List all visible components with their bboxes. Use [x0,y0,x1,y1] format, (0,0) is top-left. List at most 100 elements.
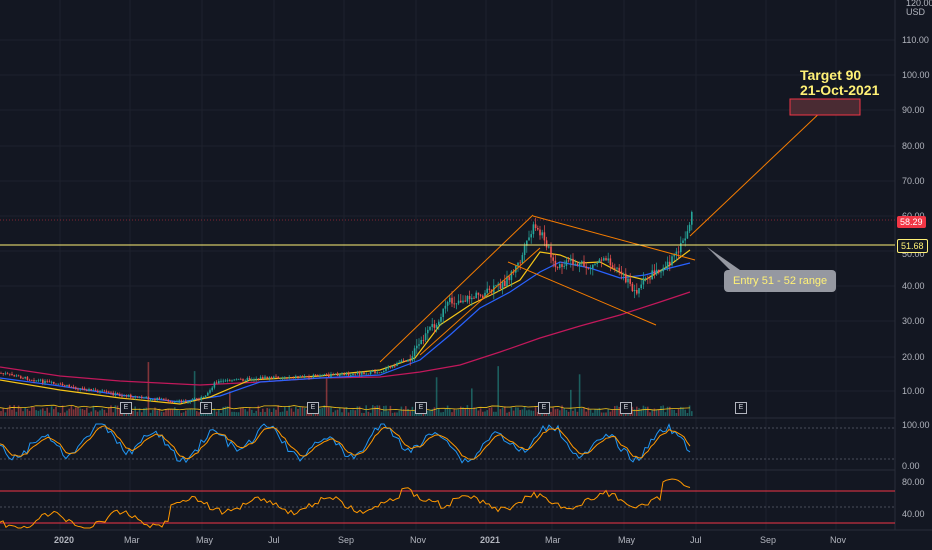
candle-body [198,398,200,400]
candle-body [673,254,675,257]
candle-body [347,373,350,376]
candle-body [143,397,145,399]
candle-body [600,259,603,261]
candle-body [90,388,92,391]
candle-body [455,303,458,305]
candle-body [20,376,22,379]
volume-bar [13,405,15,416]
candle-body [625,273,627,283]
candle-body [332,373,334,375]
channel-lower-trendline[interactable] [419,247,541,356]
candle-body [572,258,574,265]
volume-bar [636,406,638,416]
candle-body [550,246,552,258]
candle-body [576,263,579,266]
candle-body [108,391,110,393]
candle-body [152,399,154,400]
volume-bar [182,412,185,416]
candle-body [191,399,194,402]
volume-bar [231,411,233,416]
candle-body [664,267,667,269]
volume-bar [134,406,136,416]
target-label-line2[interactable]: 21-Oct-2021 [800,82,880,98]
volume-bar [369,412,372,416]
volume-bar [22,411,24,416]
earnings-marker[interactable]: E [415,402,427,414]
candle-body [156,397,158,401]
volume-bar [328,407,330,416]
volume-bar [356,406,359,416]
earnings-marker[interactable]: E [620,402,632,414]
candle-body [200,397,202,400]
candle-body [207,392,209,396]
earnings-marker[interactable]: E [538,402,550,414]
candle-body [411,356,414,362]
candle-body [594,263,596,265]
candle-body [548,246,550,248]
candle-body [116,393,119,395]
target-label-line1[interactable]: Target 90 [800,67,862,83]
candle-body [407,359,409,362]
candle-body [257,378,260,380]
volume-bar [530,410,532,416]
earnings-marker[interactable]: E [120,402,132,414]
candle-body [583,261,585,267]
volume-bar [638,408,640,416]
volume-bar [581,408,583,416]
candle-body [244,380,246,382]
volume-bar [145,407,147,416]
target-box[interactable] [789,98,861,116]
earnings-marker[interactable]: E [200,402,212,414]
volume-bar [658,409,660,416]
candle-body [334,374,337,375]
volume-bar [572,410,574,416]
volume-bar [444,409,447,416]
flag-upper-line[interactable] [532,215,696,261]
volume-bar [233,411,235,416]
volume-bar [440,412,442,416]
price-axis-tick: 80.00 [902,141,925,151]
earnings-marker[interactable]: E [307,402,319,414]
candle-body [581,261,583,263]
volume-bar [675,412,678,416]
volume-bar [680,406,682,416]
volume-bar [611,409,614,416]
candle-body [328,374,330,377]
candle-body [607,258,609,261]
stoch-k-line [0,423,691,464]
candle-body [149,399,152,401]
volume-bar [264,411,266,416]
volume-bar [506,412,508,416]
volume-bar [255,410,257,416]
flag-lower-line[interactable] [507,261,657,326]
candle-body [178,400,180,402]
volume-bar [306,409,308,416]
target-projection-line[interactable] [689,107,826,237]
volume-bar [229,391,231,416]
volume-bar [68,408,70,416]
candle-body [141,396,143,398]
candle-body [77,388,79,390]
candle-body [273,376,275,379]
volume-bar [442,411,444,416]
volume-bar [526,410,528,416]
volume-bar [4,412,7,416]
volume-bar [196,411,198,416]
volume-bar [631,406,634,416]
time-axis-tick: Jul [268,535,280,545]
candle-body [385,368,387,371]
candle-body [543,232,546,241]
earnings-marker[interactable]: E [735,402,747,414]
volume-bar [400,406,403,416]
candle-body [92,389,95,391]
volume-bar [455,409,458,416]
candle-body [28,379,31,381]
candle-body [312,374,315,378]
volume-bar [589,409,592,416]
candle-body [31,379,33,381]
channel-upper-trendline[interactable] [379,214,534,363]
entry-callout[interactable]: Entry 51 - 52 range [724,270,837,292]
volume-bar [141,412,143,416]
